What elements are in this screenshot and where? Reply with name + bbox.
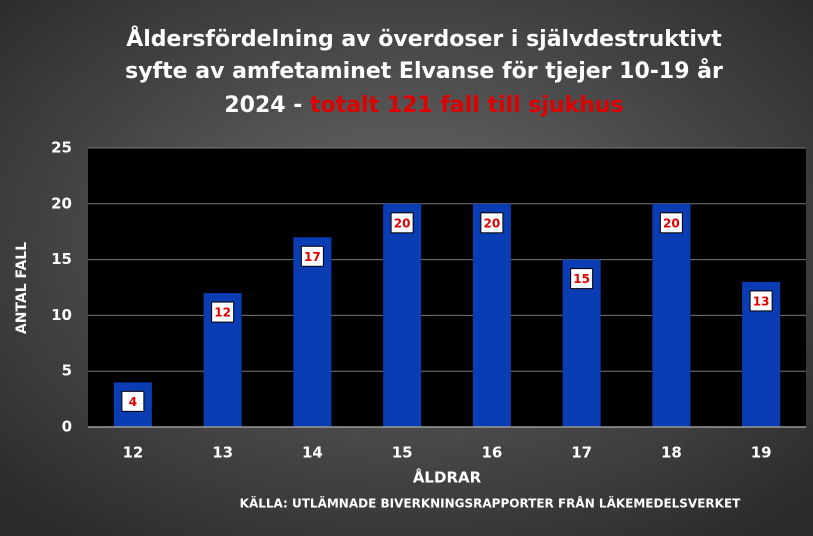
x-tick-label: 12 <box>122 444 143 462</box>
data-label: 20 <box>394 216 411 230</box>
x-tick-label: 18 <box>661 444 682 462</box>
x-tick-label: 15 <box>392 444 413 462</box>
chart-title: syfte av amfetaminet Elvanse för tjejer … <box>125 58 723 84</box>
data-label-box <box>480 212 504 234</box>
data-label-box <box>749 290 773 312</box>
bar <box>652 203 691 427</box>
data-label-box <box>300 245 324 267</box>
chart-title: Åldersfördelning av överdoser i självdes… <box>126 26 722 52</box>
data-label: 17 <box>304 250 321 264</box>
y-tick-label: 5 <box>62 362 72 380</box>
y-tick-label: 15 <box>51 250 72 268</box>
y-tick-label: 20 <box>51 194 72 212</box>
data-label-box <box>121 390 145 412</box>
y-axis-label: ANTAL FALL <box>14 242 30 334</box>
x-tick-label: 13 <box>212 444 233 462</box>
data-label-box <box>390 212 414 234</box>
y-tick-label: 25 <box>51 139 72 157</box>
x-axis-label: ÅLDRAR <box>413 468 482 487</box>
x-tick-label: 14 <box>302 444 323 462</box>
chart-title: 2024 - totalt 121 fall till sjukhus <box>224 93 623 118</box>
y-tick-label: 10 <box>51 306 72 324</box>
y-tick-label: 0 <box>62 418 72 436</box>
source: KÄLLA: UTLÄMNADE BIVERKNINGSRAPPORTER FR… <box>240 496 742 511</box>
x-tick-label: 17 <box>571 444 592 462</box>
data-label: 13 <box>753 294 770 308</box>
plot-area <box>88 148 806 427</box>
bar <box>293 237 332 427</box>
title-highlight: totalt 121 fall till sjukhus <box>310 93 624 118</box>
data-label: 20 <box>663 216 680 230</box>
bar <box>383 203 422 427</box>
x-tick-label: 16 <box>481 444 502 462</box>
data-label: 4 <box>129 395 137 409</box>
data-label: 20 <box>484 216 501 230</box>
data-label-box <box>570 268 594 290</box>
data-label: 15 <box>573 272 590 286</box>
x-tick-label: 19 <box>751 444 772 462</box>
data-label: 12 <box>214 306 231 320</box>
title-part: 2024 - <box>224 93 302 118</box>
bar <box>472 203 511 427</box>
data-label-box <box>659 212 683 234</box>
data-label-box <box>211 301 235 323</box>
